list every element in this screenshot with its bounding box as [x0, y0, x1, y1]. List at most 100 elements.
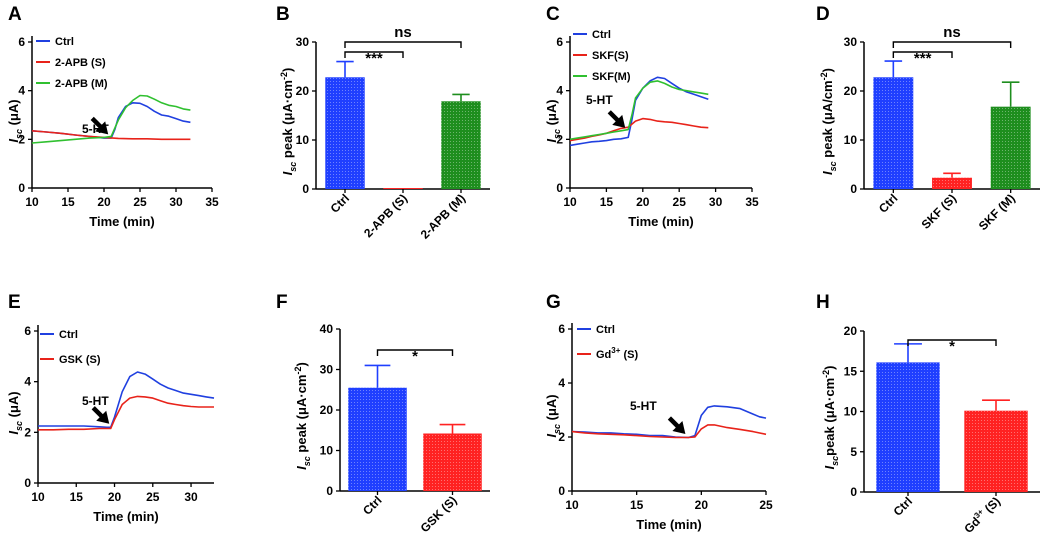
x-tick-label: 30	[184, 490, 198, 504]
y-tick-label: 0	[24, 476, 31, 490]
category-label: Ctrl	[360, 493, 385, 518]
panel-label: A	[8, 4, 22, 25]
y-label-unit: (μA)	[6, 391, 21, 417]
panel-label: C	[546, 4, 560, 25]
y-label-rest: peak (μA·cm	[280, 80, 295, 162]
panel-label: G	[546, 292, 561, 313]
y-tick-label: 2	[558, 430, 565, 444]
arrow-head	[672, 421, 686, 434]
bar-1	[383, 188, 423, 189]
y-label-sup: -2	[293, 367, 303, 375]
x-tick-label: 15	[630, 498, 644, 512]
category-label: 2-APB (S)	[361, 191, 410, 240]
panel-label: F	[276, 292, 288, 313]
y-label-sub: sc	[828, 161, 838, 171]
sig-bracket	[376, 349, 454, 356]
sig-label: ***	[365, 50, 383, 67]
y-label-i: I	[6, 139, 21, 143]
legend-rest: (S)	[620, 349, 638, 361]
y-label-sup: -2	[279, 72, 289, 80]
y-tick-label: 20	[320, 403, 334, 417]
series-line-1	[571, 424, 767, 439]
x-tick-label: 20	[636, 195, 650, 209]
y-label-end: )	[822, 365, 837, 369]
bar-1	[932, 177, 972, 189]
x-tick-label: 15	[600, 195, 614, 209]
annotation-5ht: 5-HT	[630, 399, 657, 413]
y-tick-label: 2	[556, 132, 563, 146]
y-label-i: I	[544, 139, 559, 143]
category-text: SKF (S)	[919, 191, 960, 232]
bar-chart-F: F 0 10 20 30 40 Ctrl GSK (S) Isc peak (μA·cm-2) *	[276, 292, 490, 535]
legend-label: Ctrl	[596, 324, 615, 336]
y-tick-label: 10	[844, 405, 858, 419]
line-chart-C: C 0 2 4 6 10 15 20 25 30 35 Time (min) Isc (μA) Ctrl S…	[544, 4, 759, 229]
category-label: Ctrl	[876, 191, 901, 216]
y-tick-label: 5	[850, 445, 857, 459]
y-tick-label: 4	[556, 84, 563, 98]
category-text: Ctrl	[876, 191, 901, 216]
series-line-2	[31, 94, 191, 144]
x-tick-label: 30	[169, 195, 183, 209]
bar-2	[990, 106, 1031, 189]
x-tick-label: 25	[133, 195, 147, 209]
sig-label: ***	[914, 50, 932, 67]
x-tick-label: 10	[565, 498, 579, 512]
legend-label: Ctrl	[55, 36, 74, 48]
x-axis-label: Time (min)	[628, 214, 694, 229]
legend-label: Ctrl	[592, 29, 611, 41]
y-tick-label: 15	[844, 364, 858, 378]
annotation-5ht: 5-HT	[82, 122, 109, 136]
sig-label: *	[949, 338, 955, 355]
y-tick-label: 0	[558, 484, 565, 498]
category-text: 2-APB (S)	[361, 191, 410, 240]
bar-1	[423, 433, 482, 491]
x-tick-label: 15	[61, 195, 75, 209]
panel-label: D	[816, 4, 830, 25]
sig-label: ns	[943, 24, 961, 41]
series-line-1	[569, 117, 709, 142]
y-tick-label: 4	[18, 84, 25, 98]
x-tick-label: 35	[205, 195, 219, 209]
y-tick-label: 6	[24, 324, 31, 338]
series-line-2	[569, 80, 709, 141]
sig-bracket	[892, 51, 953, 58]
category-text: 2-APB (M)	[418, 191, 468, 241]
series-line-1	[38, 395, 214, 431]
x-tick-label: 10	[25, 195, 39, 209]
bar-0	[873, 77, 914, 189]
arrow-head	[95, 121, 109, 135]
y-axis-label: Isc (μA)	[544, 394, 562, 437]
y-label-rest: peak (μA·cm	[294, 375, 309, 457]
legend-base: Gd	[596, 349, 611, 361]
legend-label: Gd3+ (S)	[596, 346, 638, 361]
y-tick-label: 0	[850, 485, 857, 499]
legend-label: SKF(S)	[592, 50, 629, 62]
y-axis-label: Isc peak (μA/cm-2)	[819, 68, 838, 175]
category-text: Ctrl	[360, 493, 385, 518]
y-label-sub: sc	[288, 162, 298, 172]
category-label: 2-APB (M)	[418, 191, 468, 241]
annotation-5ht: 5-HT	[82, 394, 109, 408]
y-tick-label: 4	[24, 375, 31, 389]
y-tick-label: 10	[320, 444, 334, 458]
x-tick-label: 10	[563, 195, 577, 209]
y-label-i: I	[6, 431, 21, 435]
y-label-sub: sc	[14, 129, 24, 139]
y-tick-label: 30	[296, 35, 310, 49]
bar-2	[441, 101, 481, 189]
y-axis-label: Isc peak (μA·cm-2)	[293, 362, 312, 470]
y-tick-label: 10	[296, 133, 310, 147]
x-tick-label: 10	[31, 490, 45, 504]
bar-1	[964, 410, 1028, 492]
category-label: Ctrl	[891, 494, 916, 519]
y-label-end: )	[820, 68, 835, 72]
y-axis-label: Isc peak (μA·cm-2)	[279, 68, 298, 176]
panel-label: B	[276, 4, 290, 25]
legend-sup: 3+	[611, 346, 620, 355]
y-label-end: )	[294, 362, 309, 366]
y-tick-label: 20	[844, 324, 858, 338]
x-tick-label: 30	[709, 195, 723, 209]
bar-chart-B: B 0 10 20 30 Ctrl 2-APB (S) 2-APB (M) Isc peak (…	[276, 4, 490, 242]
panel-label: H	[816, 292, 830, 313]
